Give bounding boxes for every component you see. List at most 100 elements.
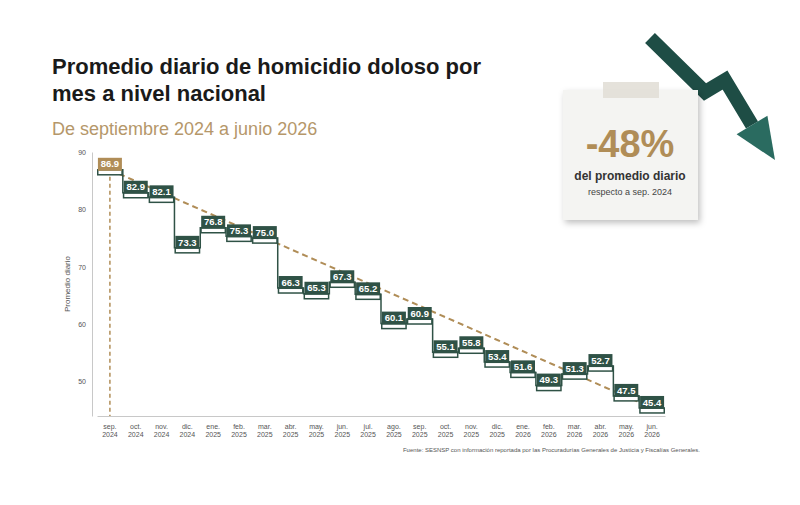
callout-text: del promedio diario xyxy=(574,169,685,183)
y-axis: 5060708090 xyxy=(78,149,92,417)
x-tick-label: sep.2025 xyxy=(412,423,428,438)
y-axis-line xyxy=(92,153,93,417)
data-label: 47.5 xyxy=(614,384,638,397)
x-tick-label: abr.2026 xyxy=(593,423,609,438)
data-label-text: 67.3 xyxy=(333,271,352,282)
x-tick-label: oct.2024 xyxy=(128,423,144,438)
data-label-text: 65.2 xyxy=(359,283,378,294)
x-tick-label: dic.2025 xyxy=(489,423,505,438)
x-tick: jun.2026 xyxy=(644,416,660,438)
data-label-box xyxy=(175,236,199,249)
x-tick: abr.2026 xyxy=(593,416,609,438)
data-label: 76.8 xyxy=(201,216,225,229)
x-tick-label: jun.2026 xyxy=(644,423,660,438)
data-label: 66.3 xyxy=(279,276,303,289)
x-tick: dic.2024 xyxy=(180,416,196,438)
data-label-text: 49.3 xyxy=(540,374,559,385)
x-tick: sep.2024 xyxy=(102,416,118,438)
data-label: 86.9 xyxy=(98,158,122,171)
data-label-box xyxy=(253,226,277,239)
x-tick-label: sep.2024 xyxy=(102,423,118,438)
x-tick: may.2026 xyxy=(618,416,634,438)
data-label-box xyxy=(98,158,122,171)
data-label-box xyxy=(640,396,664,409)
data-label-text: 45.4 xyxy=(643,397,662,408)
x-tick: jul.2025 xyxy=(360,416,376,438)
chart: Promedio diario de homicidio doloso porm… xyxy=(0,0,800,505)
data-label: 55.1 xyxy=(434,340,458,353)
y-tick-label: 70 xyxy=(78,264,86,271)
data-label: 53.4 xyxy=(485,350,509,363)
data-label-box xyxy=(279,276,303,289)
data-label-box xyxy=(227,224,251,237)
data-label-box xyxy=(563,362,587,375)
x-tick: ene.2025 xyxy=(205,416,221,438)
y-tick: 70 xyxy=(78,264,92,271)
y-tick-label: 90 xyxy=(78,149,86,156)
x-tick-label: jun.2025 xyxy=(334,423,350,438)
data-label-box xyxy=(356,282,380,295)
x-tick-label: nov.2024 xyxy=(154,423,170,438)
data-label-box xyxy=(124,181,148,194)
x-tick-label: feb.2025 xyxy=(231,423,247,438)
data-label: 45.4 xyxy=(640,396,664,409)
data-label: 82.1 xyxy=(150,185,174,198)
data-label-box xyxy=(485,350,509,363)
x-tick: mar.2025 xyxy=(257,416,273,438)
x-axis-line xyxy=(98,416,666,417)
x-tick-label: mar.2026 xyxy=(567,423,583,438)
data-label-text: 73.3 xyxy=(178,237,197,248)
x-tick: oct.2024 xyxy=(128,416,144,438)
data-label: 49.3 xyxy=(537,374,561,387)
x-tick-label: ene.2025 xyxy=(205,423,221,438)
data-label-box xyxy=(614,384,638,397)
data-label-box xyxy=(201,216,225,229)
data-label-text: 60.1 xyxy=(385,312,404,323)
x-tick-label: nov.2025 xyxy=(464,423,480,438)
subtitle: De septiembre 2024 a junio 2026 xyxy=(52,119,317,139)
data-label-box xyxy=(408,307,432,320)
y-axis-title: Promedio diario xyxy=(63,255,72,312)
data-label: 65.2 xyxy=(356,282,380,295)
x-tick-label: ene.2026 xyxy=(515,423,531,438)
data-label-text: 66.3 xyxy=(281,277,300,288)
x-tick-label: may.2026 xyxy=(618,423,634,438)
title: Promedio diario de homicidio doloso porm… xyxy=(52,54,481,106)
y-tick: 60 xyxy=(78,321,92,328)
y-tick: 50 xyxy=(78,378,92,385)
x-tick: ene.2026 xyxy=(515,416,531,438)
x-tick: ago.2025 xyxy=(386,416,402,438)
callout-box xyxy=(563,90,698,220)
callout-subtext: respecto a sep. 2024 xyxy=(588,187,672,197)
x-tick: nov.2024 xyxy=(154,416,170,438)
data-label-box xyxy=(588,354,612,367)
data-label-text: 76.8 xyxy=(204,216,223,227)
data-label: 60.9 xyxy=(408,307,432,320)
x-tick-label: may.2025 xyxy=(309,423,325,438)
x-tick-label: abr.2025 xyxy=(283,423,299,438)
x-tick: mar.2026 xyxy=(567,416,583,438)
data-label: 60.1 xyxy=(382,312,406,325)
data-label-text: 55.8 xyxy=(462,337,481,348)
data-label-box xyxy=(459,336,483,349)
x-tick: dic.2025 xyxy=(489,416,505,438)
trend-icon-head xyxy=(737,116,775,160)
data-label-text: 51.3 xyxy=(565,363,584,374)
data-label-box xyxy=(537,374,561,387)
data-label-text: 60.9 xyxy=(410,308,429,319)
data-label-text: 47.5 xyxy=(617,385,636,396)
x-tick: abr.2025 xyxy=(283,416,299,438)
data-label-text: 75.0 xyxy=(256,227,275,238)
y-tick-label: 60 xyxy=(78,321,86,328)
data-label-text: 52.7 xyxy=(591,355,610,366)
data-label: 51.6 xyxy=(511,360,535,373)
y-tick-label: 50 xyxy=(78,378,86,385)
data-label-box xyxy=(511,360,535,373)
data-label-text: 86.9 xyxy=(101,158,120,169)
start-guide xyxy=(109,170,111,416)
data-label-text: 75.3 xyxy=(230,225,249,236)
data-label-box xyxy=(304,282,328,295)
callout-value: -48% xyxy=(586,123,675,165)
data-label-text: 55.1 xyxy=(436,341,455,352)
x-tick: nov.2025 xyxy=(464,416,480,438)
